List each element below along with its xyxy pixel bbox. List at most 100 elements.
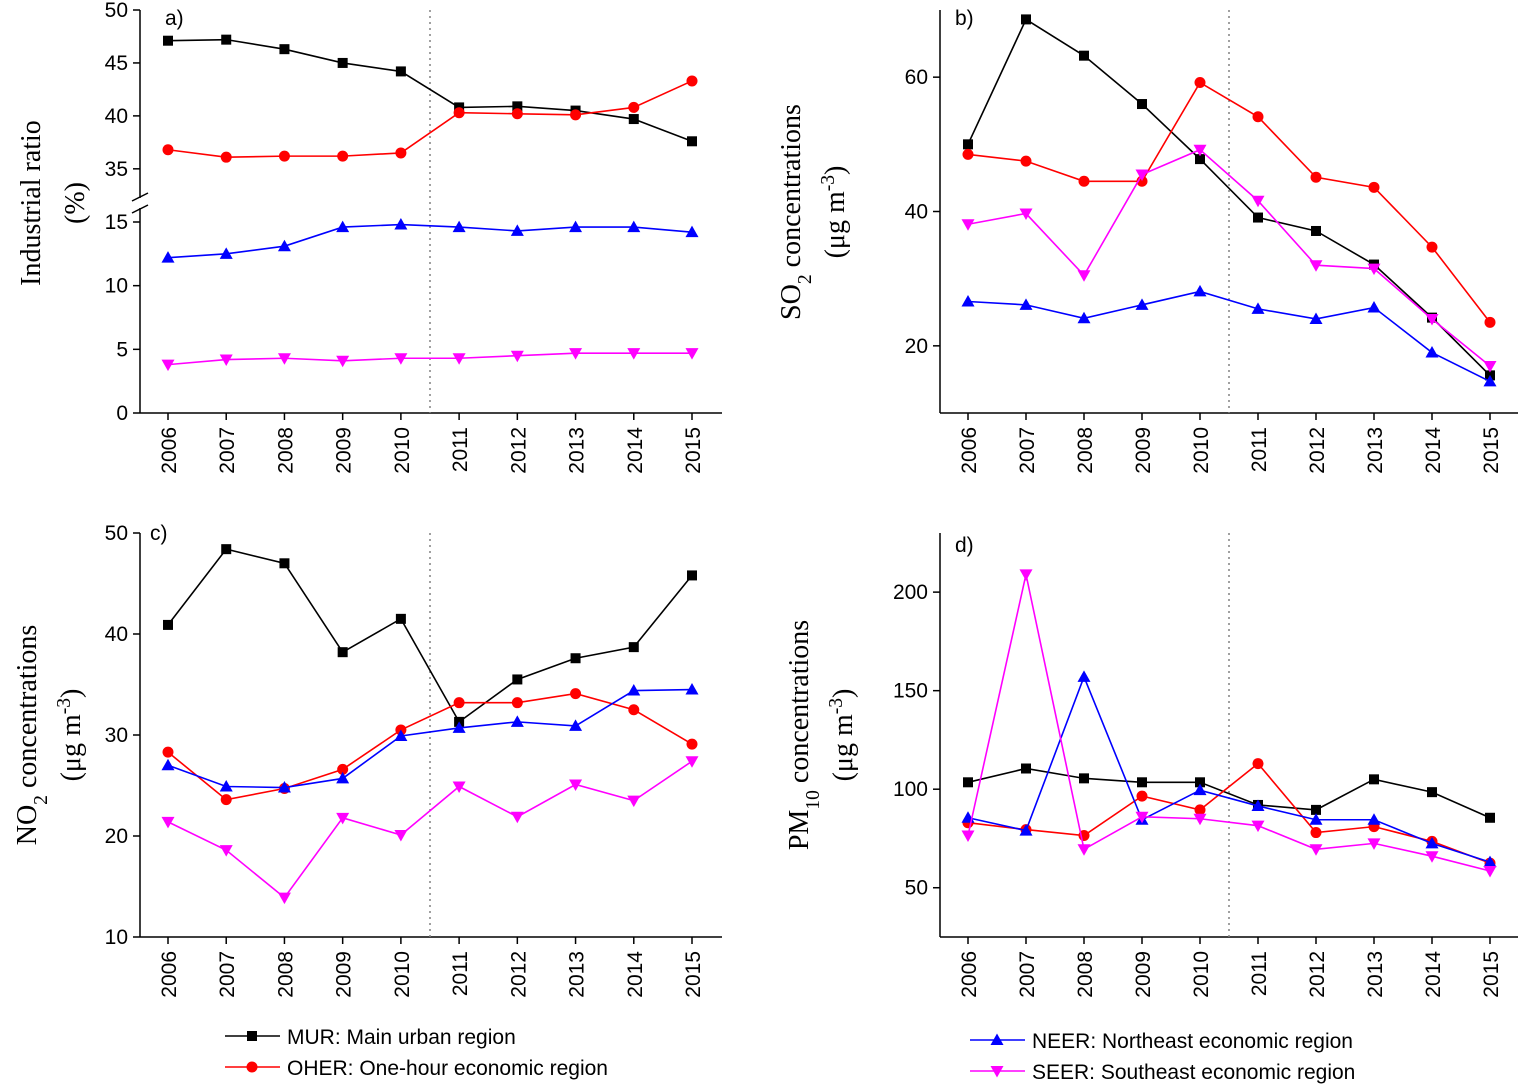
x-tick-label: 2010	[391, 427, 414, 474]
series-neer	[161, 218, 699, 263]
data-point	[1484, 316, 1496, 328]
x-tick-label: 2011	[1248, 427, 1271, 472]
data-point	[1251, 799, 1265, 811]
data-point	[1135, 811, 1149, 824]
data-point	[1483, 855, 1497, 868]
data-point	[961, 295, 975, 307]
data-point	[453, 697, 465, 709]
y-tick-label: 40	[105, 105, 128, 128]
y-tick-label: 30	[105, 724, 128, 747]
data-point	[1135, 169, 1149, 182]
data-point	[452, 220, 466, 233]
series-line-mur	[967, 767, 1491, 819]
y-axis-title-part: 2	[795, 274, 816, 284]
data-point	[1019, 569, 1033, 581]
data-point	[394, 829, 408, 842]
y-axis-title: SO2 concentrations	[776, 104, 816, 320]
series-line-oher	[167, 692, 693, 801]
data-point	[337, 150, 349, 162]
data-point	[394, 353, 408, 365]
x-tick-label: 2015	[1480, 951, 1503, 998]
data-point	[394, 218, 408, 230]
y-tick-label: 50	[105, 0, 128, 22]
data-point	[336, 812, 350, 825]
data-point	[1252, 111, 1264, 123]
data-point	[627, 220, 641, 233]
data-point	[1367, 813, 1381, 825]
data-point	[1194, 77, 1206, 89]
x-tick-label: 2009	[1132, 951, 1155, 998]
data-point	[1020, 155, 1032, 167]
y-tick-label: 35	[105, 158, 128, 181]
x-tick-label: 2015	[682, 951, 705, 998]
data-point	[394, 729, 408, 742]
data-point	[1195, 154, 1205, 165]
data-point	[279, 558, 290, 569]
data-point	[1368, 181, 1380, 193]
y-tick-label: 100	[893, 778, 928, 801]
x-tick-label: 2015	[682, 427, 705, 474]
x-tick-label: 2013	[1364, 951, 1387, 998]
x-tick-label: 2007	[1016, 427, 1039, 474]
data-point	[1193, 783, 1207, 796]
data-point	[220, 794, 232, 806]
data-point	[337, 647, 348, 658]
legend-label: SEER: Southeast economic region	[1032, 1061, 1355, 1084]
data-point	[570, 688, 582, 700]
data-point	[1077, 670, 1091, 682]
y-axis-unit: (μg m-3)	[54, 689, 88, 782]
data-point	[510, 715, 524, 727]
series-line-oher	[967, 762, 1491, 864]
series-line-seer	[967, 574, 1491, 872]
data-point	[1425, 346, 1439, 358]
y-axis-unit-part: -3	[826, 698, 847, 715]
series-neer	[161, 683, 699, 793]
data-point	[569, 719, 583, 731]
data-point	[685, 348, 699, 360]
data-point	[511, 697, 523, 709]
data-point	[1135, 298, 1149, 310]
y-axis-unit-part: (μg m	[56, 714, 87, 781]
data-point	[570, 109, 582, 121]
y-axis-unit-part: -3	[818, 175, 839, 192]
x-tick-label: 2008	[274, 427, 297, 474]
data-point	[163, 35, 173, 46]
panel-a: 35 40 45 50 0 5 10 15 2006 2007 2008 2009 2010 2011 20…	[16, 0, 722, 474]
series-oher	[162, 75, 698, 163]
series-line-mur	[167, 38, 693, 143]
x-tick-label: 2010	[391, 951, 414, 998]
data-point	[278, 150, 290, 162]
y-tick-label: 15	[105, 211, 128, 234]
data-point	[395, 613, 406, 624]
y-axis-unit-part: )	[828, 689, 859, 698]
panel-d: 50 100 150 200 2006 2007 2008 2009 2010 2011 2012 2…	[784, 533, 1518, 998]
data-point	[569, 779, 583, 791]
panel-label: a)	[165, 7, 184, 30]
data-point	[1310, 171, 1322, 183]
y-tick-label: 40	[905, 201, 928, 224]
data-point	[1077, 311, 1091, 324]
x-tick-label: 2014	[1422, 951, 1445, 998]
series-line-seer	[167, 760, 693, 899]
data-point	[336, 771, 350, 784]
x-tick-label: 2015	[1480, 427, 1503, 474]
data-point	[685, 756, 699, 768]
data-point	[569, 220, 583, 233]
data-point	[219, 354, 233, 367]
data-point	[161, 758, 175, 771]
x-tick-label: 2014	[624, 427, 647, 474]
series-seer	[961, 144, 1497, 373]
y-axis-unit-part: -3	[54, 698, 75, 715]
panel-label: b)	[955, 7, 974, 30]
legend-label: OHER: One-hour economic region	[287, 1057, 608, 1080]
data-point	[961, 830, 975, 843]
x-tick-label: 2013	[1364, 427, 1387, 474]
data-point	[570, 653, 581, 664]
data-point	[686, 738, 698, 750]
data-point	[627, 348, 641, 360]
x-tick-label: 2006	[958, 427, 981, 474]
data-point	[1251, 195, 1265, 208]
data-point	[628, 642, 639, 653]
data-point	[1019, 824, 1033, 836]
